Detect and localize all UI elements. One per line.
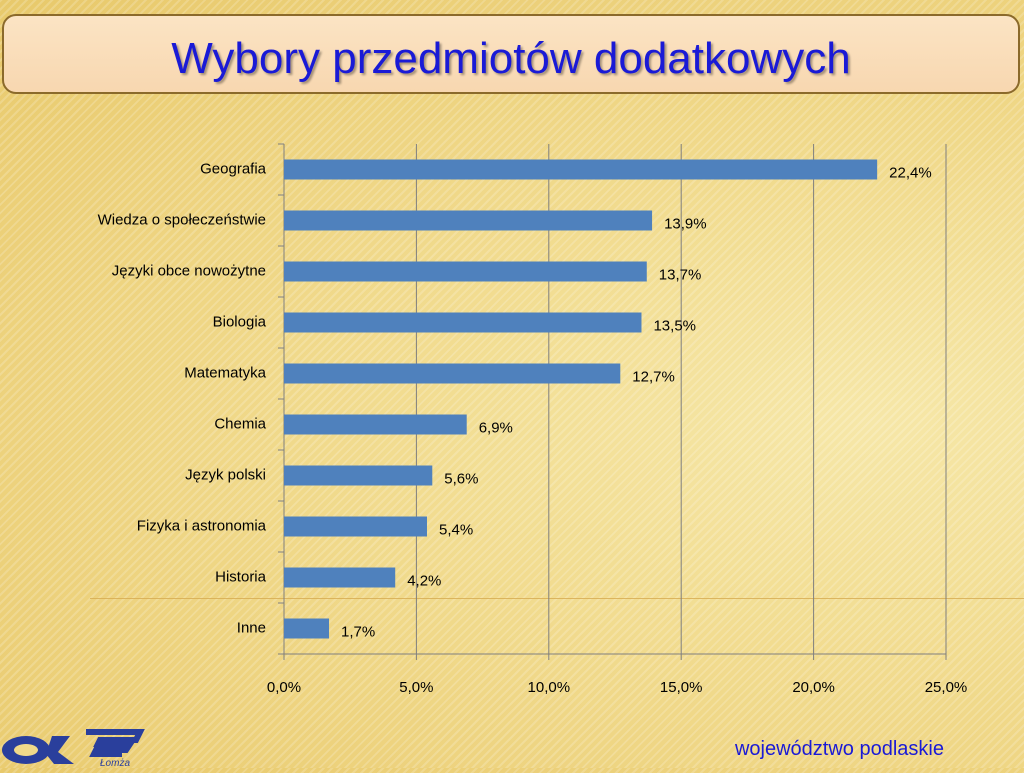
category-label: Geografia xyxy=(200,160,267,177)
data-label: 5,6% xyxy=(444,470,478,487)
bar xyxy=(284,210,653,231)
data-label: 13,7% xyxy=(659,266,702,283)
data-label: 22,4% xyxy=(889,164,932,181)
data-label: 13,5% xyxy=(653,317,696,334)
data-label: 12,7% xyxy=(632,368,675,385)
category-label: Fizyka i astronomia xyxy=(137,517,267,534)
bar xyxy=(284,618,330,639)
x-tick-label: 15,0% xyxy=(660,679,703,696)
bar xyxy=(284,312,642,333)
decorative-line xyxy=(90,598,1024,599)
page-title: Wybory przedmiotów dodatkowych xyxy=(171,34,851,83)
data-label: 4,2% xyxy=(407,572,441,589)
bar xyxy=(284,159,878,180)
title-banner: Wybory przedmiotów dodatkowych xyxy=(2,14,1020,94)
data-label: 13,9% xyxy=(664,215,707,232)
bar xyxy=(284,363,621,384)
bar xyxy=(284,465,433,486)
bar xyxy=(284,516,427,537)
category-label: Inne xyxy=(237,619,266,636)
logo-text: Łomża xyxy=(100,758,130,768)
bar xyxy=(284,414,467,435)
footer-region-label: województwo podlaskie xyxy=(734,738,944,760)
data-label: 1,7% xyxy=(341,623,375,640)
x-tick-label: 20,0% xyxy=(792,679,835,696)
data-label: 5,4% xyxy=(439,521,473,538)
x-tick-label: 10,0% xyxy=(528,679,571,696)
bar xyxy=(284,261,647,282)
category-label: Biologia xyxy=(213,313,267,330)
x-tick-label: 25,0% xyxy=(925,679,968,696)
bar xyxy=(284,567,396,588)
data-label: 6,9% xyxy=(479,419,513,436)
category-label: Wiedza o społeczeństwie xyxy=(98,211,266,228)
x-tick-label: 0,0% xyxy=(267,679,301,696)
category-label: Matematyka xyxy=(184,364,266,381)
category-label: Historia xyxy=(215,568,267,585)
x-tick-label: 5,0% xyxy=(399,679,433,696)
category-label: Chemia xyxy=(214,415,266,432)
category-label: Języki obce nowożytne xyxy=(112,262,266,279)
category-label: Język polski xyxy=(185,466,266,483)
oke-lomza-logo-icon: Łomża xyxy=(0,728,150,773)
